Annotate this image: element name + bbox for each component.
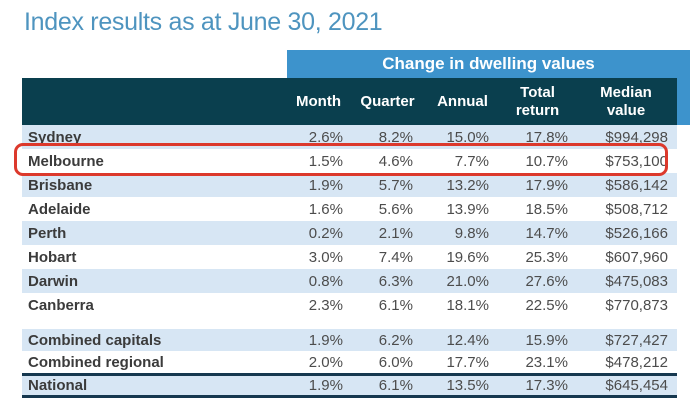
row-value: 27.6% xyxy=(525,272,568,290)
row-value: 15.9% xyxy=(525,331,568,349)
row-value: 5.6% xyxy=(378,200,413,218)
row-value: 17.3% xyxy=(525,377,568,394)
table-row: Brisbane 1.9% 5.7% 13.2% 17.9% $586,142 xyxy=(22,173,677,197)
row-value: $508,712 xyxy=(605,200,668,218)
row-label: Brisbane xyxy=(28,176,93,194)
table-row: Sydney 2.6% 8.2% 15.0% 17.8% $994,298 xyxy=(22,125,677,149)
row-value: 21.0% xyxy=(446,272,489,290)
row-value: 1.9% xyxy=(308,331,343,349)
row-value: 2.6% xyxy=(308,128,343,146)
row-value: 15.0% xyxy=(446,128,489,146)
row-value: 0.8% xyxy=(308,272,343,290)
row-value: 6.1% xyxy=(378,377,413,394)
row-value: 13.2% xyxy=(446,176,489,194)
table-row: National 1.9% 6.1% 13.5% 17.3% $645,454 xyxy=(22,373,677,398)
table-header-row: Month Quarter Annual Total return Median… xyxy=(22,78,677,125)
row-label: Melbourne xyxy=(28,152,104,170)
row-value: 17.8% xyxy=(525,128,568,146)
row-value: 7.4% xyxy=(378,248,413,266)
row-label: Hobart xyxy=(28,248,77,266)
row-label: National xyxy=(28,377,88,394)
row-value: 10.7% xyxy=(525,152,568,170)
row-value: $770,873 xyxy=(605,296,668,314)
row-value: 1.5% xyxy=(308,152,343,170)
column-header-month: Month xyxy=(296,92,341,110)
row-value: 14.7% xyxy=(525,224,568,242)
row-value: 18.5% xyxy=(525,200,568,218)
row-value: 0.2% xyxy=(308,224,343,242)
banner-label: Change in dwelling values xyxy=(382,54,595,73)
table-row: Combined capitals 1.9% 6.2% 12.4% 15.9% $727,… xyxy=(22,329,677,351)
row-value: 5.7% xyxy=(378,176,413,194)
row-value: 17.9% xyxy=(525,176,568,194)
row-label: Sydney xyxy=(28,128,82,146)
row-value: 12.4% xyxy=(446,331,489,349)
row-value: 7.7% xyxy=(454,152,489,170)
row-value: $645,454 xyxy=(605,377,668,394)
row-label: Darwin xyxy=(28,272,79,290)
row-label: Canberra xyxy=(28,296,94,314)
row-value: $607,960 xyxy=(605,248,668,266)
row-value: 4.6% xyxy=(378,152,413,170)
row-value: 8.2% xyxy=(378,128,413,146)
table-row: Perth 0.2% 2.1% 9.8% 14.7% $526,166 xyxy=(22,221,677,245)
row-label: Combined regional xyxy=(28,353,164,371)
row-value: $478,212 xyxy=(605,353,668,371)
row-value: 2.0% xyxy=(308,353,343,371)
row-value: 17.7% xyxy=(446,353,489,371)
table-row: Canberra 2.3% 6.1% 18.1% 22.5% $770,873 xyxy=(22,293,677,317)
row-value: 1.6% xyxy=(308,200,343,218)
row-spacer xyxy=(22,317,677,329)
table-row: Hobart 3.0% 7.4% 19.6% 25.3% $607,960 xyxy=(22,245,677,269)
row-value: 25.3% xyxy=(525,248,568,266)
header-spacer xyxy=(22,78,287,125)
table-row: Darwin 0.8% 6.3% 21.0% 27.6% $475,083 xyxy=(22,269,677,293)
row-value: 3.0% xyxy=(308,248,343,266)
row-value: $753,100 xyxy=(605,152,668,170)
table-row: Melbourne 1.5% 4.6% 7.7% 10.7% $753,100 xyxy=(22,149,677,173)
row-value: 18.1% xyxy=(446,296,489,314)
row-value: 9.8% xyxy=(454,224,489,242)
row-value: 22.5% xyxy=(525,296,568,314)
row-value: 13.9% xyxy=(446,200,489,218)
row-value: $727,427 xyxy=(605,331,668,349)
row-label: Perth xyxy=(28,224,67,242)
row-label: Combined capitals xyxy=(28,331,162,349)
table-body: Sydney 2.6% 8.2% 15.0% 17.8% $994,298 Melbourn… xyxy=(22,125,677,398)
row-value: 2.1% xyxy=(378,224,413,242)
column-header-quarter: Quarter xyxy=(360,92,415,110)
row-value: 2.3% xyxy=(308,296,343,314)
row-value: 13.5% xyxy=(446,377,489,394)
row-value: 1.9% xyxy=(308,176,343,194)
column-header-annual: Annual xyxy=(437,92,488,110)
table-row: Combined regional 2.0% 6.0% 17.7% 23.1% $478,… xyxy=(22,351,677,373)
column-header-median-value: Median value xyxy=(600,84,652,119)
page-title: Index results as at June 30, 2021 xyxy=(24,8,383,36)
table-row: Adelaide 1.6% 5.6% 13.9% 18.5% $508,712 xyxy=(22,197,677,221)
row-value: $526,166 xyxy=(605,224,668,242)
row-value: $475,083 xyxy=(605,272,668,290)
row-value: 6.3% xyxy=(378,272,413,290)
row-value: 6.0% xyxy=(378,353,413,371)
row-value: 19.6% xyxy=(446,248,489,266)
row-label: Adelaide xyxy=(28,200,91,218)
column-header-total-return: Total return xyxy=(515,84,560,119)
row-value: 23.1% xyxy=(525,353,568,371)
row-value: 1.9% xyxy=(308,377,343,394)
row-value: $586,142 xyxy=(605,176,668,194)
row-value: 6.1% xyxy=(378,296,413,314)
row-value: 6.2% xyxy=(378,331,413,349)
row-value: $994,298 xyxy=(605,128,668,146)
